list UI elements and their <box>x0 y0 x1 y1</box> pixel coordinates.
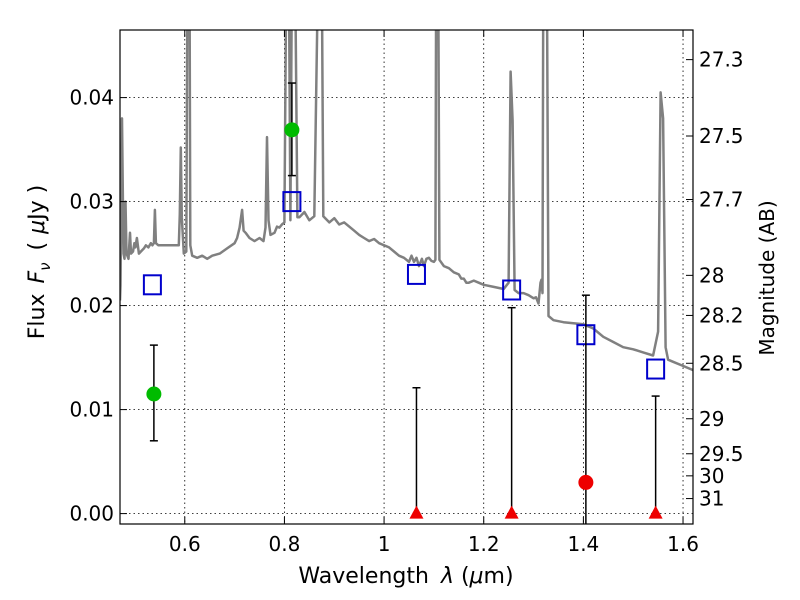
plot-area <box>120 30 693 372</box>
upper-limit-triangle <box>504 505 519 519</box>
upper-limit-triangle <box>409 505 424 519</box>
y2-tick-label: 28.5 <box>699 351 744 375</box>
axes: 0.6 0.8 1 1.2 1.4 1.6 0.00 0.01 0.02 0.03 0.04 27.3… <box>69 30 744 556</box>
y2-tick-label: 27.3 <box>699 48 744 72</box>
y2-tick-label: 28.2 <box>699 303 744 327</box>
model-band-flux-square <box>282 191 302 213</box>
y2-tick-label: 28 <box>699 263 724 287</box>
x-tick-label: 0.8 <box>269 532 301 556</box>
model-band-flux-square <box>142 274 162 296</box>
detection-point <box>284 122 300 138</box>
y-tick-label: 0.03 <box>69 190 114 214</box>
y-tick-label: 0.01 <box>69 398 114 422</box>
x-tick-label: 1 <box>378 532 391 556</box>
plot-frame <box>119 29 694 525</box>
y2-tick-label: 31 <box>699 487 724 511</box>
y-tick-label: 0.00 <box>69 502 114 526</box>
model-band-flux-square <box>502 279 522 301</box>
model-band-flux-square <box>646 358 666 380</box>
x-tick-label: 0.6 <box>169 532 201 556</box>
x-tick-label: 1.2 <box>468 532 500 556</box>
y2-tick-label: 27.5 <box>699 124 744 148</box>
model-spectrum-line <box>120 30 693 372</box>
y2-tick-label: 29 <box>699 407 724 431</box>
y-tick-label: 0.04 <box>69 86 114 110</box>
upper-limit-triangle <box>648 505 663 519</box>
y2-tick-label: 29.5 <box>699 442 744 466</box>
y2-axis-label: Magnitude (AB) <box>755 200 779 355</box>
detection-point <box>578 474 594 490</box>
y-axis-label: FluxFν(μJy ) <box>25 185 54 339</box>
x-tick-label: 1.4 <box>567 532 599 556</box>
y-tick-label: 0.02 <box>69 294 114 318</box>
y2-tick-label: 30 <box>699 464 724 488</box>
x-axis-label: Wavelength λ (μm) <box>298 564 513 589</box>
data-marks <box>142 82 666 524</box>
model-band-flux-square <box>406 263 426 285</box>
x-tick-label: 1.6 <box>667 532 699 556</box>
y2-tick-label: 27.7 <box>699 188 744 212</box>
detection-point <box>146 386 162 402</box>
